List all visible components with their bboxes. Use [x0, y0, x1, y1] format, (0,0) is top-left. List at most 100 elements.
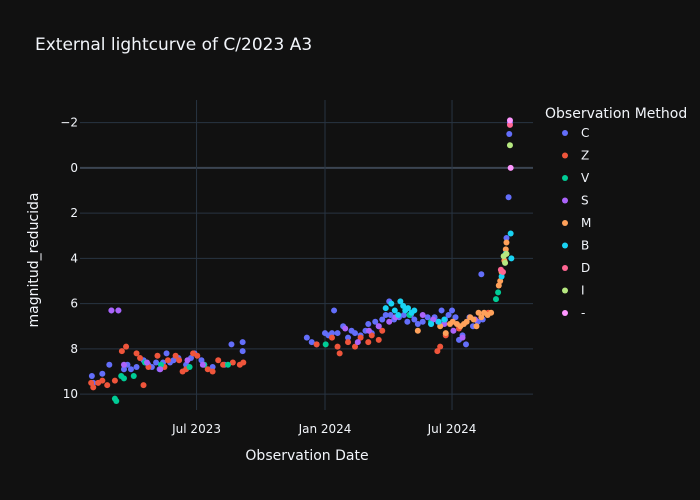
data-point: [507, 164, 514, 171]
legend-item[interactable]: -: [562, 306, 585, 320]
legend-item[interactable]: Z: [562, 149, 589, 163]
data-point: [379, 327, 386, 334]
x-tick-label: Jul 2023: [171, 422, 221, 436]
data-point: [382, 311, 389, 318]
data-point: [499, 268, 506, 275]
legend-item[interactable]: I: [562, 284, 585, 298]
legend-label: Z: [581, 149, 589, 163]
data-point: [229, 359, 236, 366]
data-point: [163, 350, 170, 357]
data-point: [328, 334, 335, 341]
legend-item[interactable]: B: [562, 239, 589, 253]
legend-item[interactable]: M: [562, 216, 591, 230]
data-point: [395, 311, 402, 318]
data-point: [414, 327, 421, 334]
data-point: [397, 298, 404, 305]
data-point: [445, 311, 452, 318]
data-point: [198, 357, 205, 364]
data-point: [503, 235, 510, 242]
data-point: [502, 259, 509, 266]
data-point: [462, 341, 469, 348]
data-point: [224, 361, 231, 368]
data-point: [478, 271, 485, 278]
data-point: [88, 379, 95, 386]
data-point: [375, 336, 382, 343]
legend-item[interactable]: D: [562, 261, 590, 275]
data-point: [437, 323, 444, 330]
data-point: [430, 316, 437, 323]
data-point: [503, 239, 510, 246]
data-point: [400, 311, 407, 318]
data-point: [99, 370, 106, 377]
legend-item[interactable]: V: [562, 171, 590, 185]
data-point: [508, 255, 515, 262]
data-point: [452, 314, 459, 321]
y-axis-title: magnitud_reducida: [26, 193, 42, 328]
data-point: [506, 117, 513, 124]
data-point: [115, 307, 122, 314]
data-point: [478, 314, 485, 321]
data-point: [331, 307, 338, 314]
y-tick-label: 6: [70, 297, 78, 311]
y-tick-label: 8: [70, 342, 78, 356]
data-point: [400, 302, 407, 309]
data-point: [352, 330, 359, 337]
data-point: [322, 341, 329, 348]
data-point: [345, 339, 352, 346]
legend-marker: [562, 175, 568, 181]
data-point: [375, 323, 382, 330]
data-point: [434, 348, 441, 355]
data-point: [220, 361, 227, 368]
data-point: [507, 230, 514, 237]
data-point: [209, 368, 216, 375]
y-tick-label: 10: [63, 387, 78, 401]
data-point: [239, 348, 246, 355]
legend-item[interactable]: C: [562, 126, 589, 140]
data-point: [170, 357, 177, 364]
data-point: [365, 339, 372, 346]
data-point: [240, 359, 247, 366]
data-point: [104, 382, 111, 389]
y-tick-label: 0: [70, 161, 78, 175]
data-point: [475, 309, 482, 316]
data-point: [503, 250, 510, 257]
data-point: [368, 332, 375, 339]
data-point: [154, 352, 161, 359]
legend-marker: [562, 220, 568, 226]
legend-label: S: [581, 194, 589, 208]
data-point: [133, 350, 140, 357]
data-point: [435, 318, 442, 325]
data-point: [372, 318, 379, 325]
data-point: [405, 305, 412, 312]
data-point: [137, 354, 144, 361]
data-point: [391, 307, 398, 314]
series--: [506, 117, 514, 171]
legend-marker: [562, 265, 568, 271]
data-point: [459, 334, 466, 341]
data-point: [498, 273, 505, 280]
data-point: [157, 366, 164, 373]
plot-area: [80, 100, 533, 410]
data-point: [90, 384, 97, 391]
data-point: [424, 314, 431, 321]
data-point: [506, 130, 513, 137]
data-point: [473, 323, 480, 330]
legend-item[interactable]: S: [562, 194, 589, 208]
data-point: [336, 350, 343, 357]
chart-title: External lightcurve of C/2023 A3: [35, 35, 312, 55]
data-point: [442, 330, 449, 337]
data-point: [505, 194, 512, 201]
x-tick-label: Jul 2024: [427, 422, 477, 436]
data-point: [411, 316, 418, 323]
data-point: [502, 246, 509, 253]
data-point: [387, 311, 394, 318]
data-point: [303, 334, 310, 341]
legend-label: C: [581, 126, 589, 140]
data-point: [99, 377, 106, 384]
data-point: [382, 305, 389, 312]
data-point: [144, 359, 151, 366]
data-point: [140, 382, 147, 389]
data-point: [334, 343, 341, 350]
data-point: [352, 343, 359, 350]
